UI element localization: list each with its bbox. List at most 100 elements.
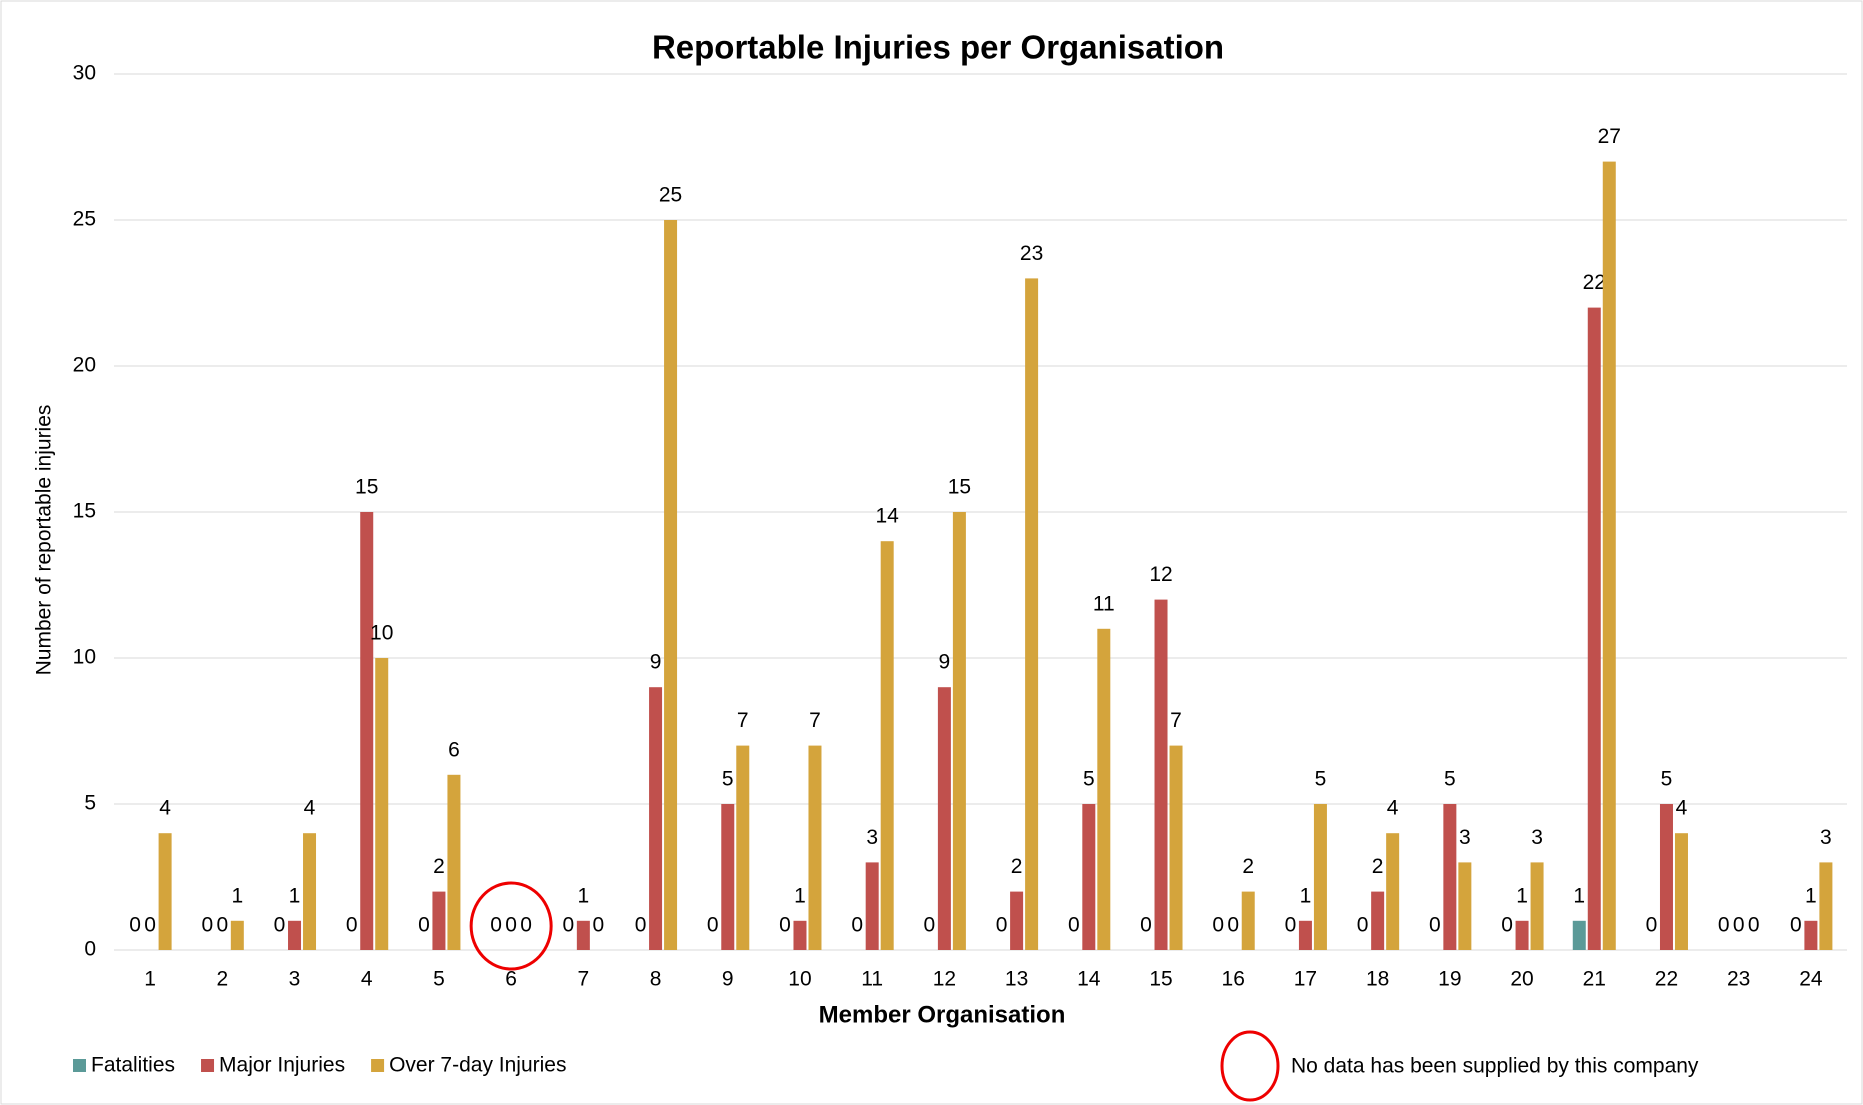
- data-label: 0: [779, 914, 791, 937]
- data-label: 1: [1516, 884, 1528, 907]
- x-tick-label: 1: [144, 968, 156, 991]
- data-label: 10: [370, 622, 393, 645]
- data-label: 4: [1387, 797, 1399, 820]
- bar: [1010, 891, 1024, 950]
- no-data-circle: [469, 881, 553, 971]
- data-label: 5: [1315, 768, 1327, 791]
- x-tick-label: 2: [216, 968, 228, 991]
- bar: [1572, 920, 1586, 950]
- data-label: 9: [939, 651, 951, 674]
- data-label: 3: [1459, 826, 1471, 849]
- x-tick-label: 14: [1077, 968, 1101, 991]
- bar: [447, 774, 461, 950]
- bar: [664, 220, 678, 950]
- bar: [1386, 833, 1400, 950]
- data-label: 1: [231, 884, 243, 907]
- x-tick-label: 24: [1799, 968, 1823, 991]
- bar: [649, 687, 663, 950]
- bar: [937, 687, 951, 950]
- data-label: 0: [201, 914, 213, 937]
- legend-swatch: [73, 1059, 86, 1072]
- bar: [1602, 161, 1616, 951]
- x-tick-label: 23: [1727, 968, 1750, 991]
- bar: [1587, 307, 1601, 951]
- bar: [793, 920, 807, 950]
- bar: [865, 862, 879, 950]
- x-tick-label: 5: [433, 968, 445, 991]
- bar: [1298, 920, 1312, 950]
- data-label: 15: [948, 476, 971, 499]
- bar: [1097, 628, 1111, 950]
- bar: [1154, 599, 1168, 950]
- bar: [432, 891, 446, 950]
- x-tick-label: 19: [1438, 968, 1461, 991]
- bar: [1371, 891, 1385, 950]
- data-label: 0: [1733, 914, 1745, 937]
- bar: [721, 804, 735, 950]
- bar: [1659, 804, 1673, 950]
- bar: [1819, 862, 1833, 950]
- data-label: 0: [505, 914, 517, 937]
- data-label: 6: [448, 738, 460, 761]
- data-label: 3: [866, 826, 878, 849]
- bar: [1169, 745, 1183, 950]
- data-label: 0: [996, 914, 1008, 937]
- x-tick-label: 22: [1655, 968, 1678, 991]
- bar: [1458, 862, 1472, 950]
- data-label: 4: [304, 797, 316, 820]
- x-tick-label: 7: [578, 968, 590, 991]
- y-tick-label: 20: [73, 354, 96, 377]
- annotation-circle: [1220, 1030, 1280, 1102]
- y-tick-label: 25: [73, 208, 96, 231]
- data-label: 1: [1300, 884, 1312, 907]
- data-label: 0: [1357, 914, 1369, 937]
- x-tick-label: 4: [361, 968, 373, 991]
- bar: [375, 658, 389, 950]
- data-label: 4: [159, 797, 171, 820]
- y-tick-label: 5: [84, 792, 96, 815]
- data-label: 0: [1068, 914, 1080, 937]
- data-label: 0: [635, 914, 647, 937]
- bar: [230, 920, 244, 950]
- data-label: 0: [563, 914, 575, 937]
- data-label: 0: [346, 914, 358, 937]
- bar: [303, 833, 317, 950]
- data-label: 0: [520, 914, 532, 937]
- data-label: 2: [433, 855, 445, 878]
- data-label: 0: [1285, 914, 1297, 937]
- data-label: 0: [1429, 914, 1441, 937]
- data-label: 0: [1212, 914, 1224, 937]
- data-label: 5: [1083, 768, 1095, 791]
- data-label: 14: [876, 505, 900, 528]
- bar: [880, 541, 894, 950]
- bar: [1025, 278, 1039, 950]
- bar: [1515, 920, 1529, 950]
- bar: [1674, 833, 1688, 950]
- bar: [1443, 804, 1457, 950]
- x-tick-label: 18: [1366, 968, 1389, 991]
- bar: [1530, 862, 1544, 950]
- y-axis-title: Number of reportable injuries: [33, 405, 56, 676]
- data-label: 7: [1170, 709, 1182, 732]
- data-label: 4: [1676, 797, 1688, 820]
- chart-title: Reportable Injuries per Organisation: [652, 29, 1224, 66]
- x-tick-label: 11: [861, 968, 883, 991]
- y-tick-label: 10: [73, 646, 96, 669]
- data-label: 0: [851, 914, 863, 937]
- data-label: 0: [1748, 914, 1760, 937]
- data-label: 12: [1149, 563, 1172, 586]
- data-label: 0: [707, 914, 719, 937]
- data-label: 0: [216, 914, 228, 937]
- data-label: 0: [129, 914, 141, 937]
- x-tick-label: 10: [788, 968, 811, 991]
- x-tick-label: 20: [1510, 968, 1533, 991]
- data-label: 0: [1790, 914, 1802, 937]
- data-label: 7: [737, 709, 749, 732]
- y-tick-label: 0: [84, 938, 96, 961]
- x-tick-label: 6: [505, 968, 517, 991]
- bar: [808, 745, 822, 950]
- data-label: 9: [650, 651, 662, 674]
- data-label: 0: [1227, 914, 1239, 937]
- y-tick-label: 30: [73, 62, 96, 85]
- bar: [360, 512, 374, 950]
